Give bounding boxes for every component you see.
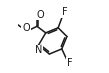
Text: F: F	[67, 58, 73, 68]
Text: N: N	[35, 45, 42, 55]
Text: O: O	[36, 10, 44, 20]
Text: F: F	[62, 7, 68, 17]
Text: O: O	[22, 23, 30, 33]
